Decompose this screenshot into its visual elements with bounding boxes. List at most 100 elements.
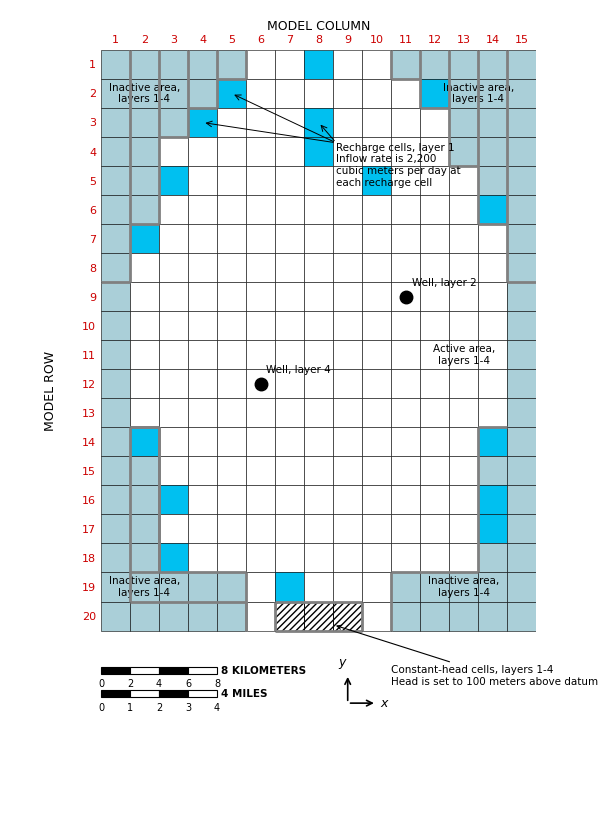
Bar <box>304 428 333 457</box>
Bar <box>101 79 130 108</box>
Bar <box>130 399 159 428</box>
Bar <box>188 137 217 166</box>
Bar <box>449 399 478 428</box>
Bar <box>362 50 392 79</box>
Bar <box>449 137 478 166</box>
Text: Inactive area,
layers 1-4: Inactive area, layers 1-4 <box>109 82 180 104</box>
Bar <box>188 224 217 253</box>
Bar <box>362 340 392 369</box>
Bar <box>275 602 304 631</box>
Bar <box>333 399 362 428</box>
Bar <box>362 137 392 166</box>
Bar <box>392 340 420 369</box>
Bar <box>362 79 392 108</box>
Bar <box>275 108 304 137</box>
Bar <box>188 666 217 674</box>
Bar <box>217 428 246 457</box>
Bar <box>420 166 449 195</box>
Bar <box>392 572 420 602</box>
Text: 6: 6 <box>185 679 191 690</box>
Bar <box>304 195 333 224</box>
Bar <box>130 514 159 543</box>
Bar <box>392 369 420 399</box>
Text: Inactive area,
layers 1-4: Inactive area, layers 1-4 <box>443 82 514 104</box>
Bar <box>246 340 275 369</box>
Bar <box>392 311 420 340</box>
Bar <box>217 485 246 514</box>
Bar <box>333 108 362 137</box>
Bar <box>159 690 188 697</box>
Bar <box>420 369 449 399</box>
Bar <box>275 369 304 399</box>
Bar <box>304 282 333 311</box>
Bar <box>449 166 478 195</box>
Bar <box>217 543 246 572</box>
Bar <box>159 253 188 282</box>
Bar <box>304 369 333 399</box>
Bar <box>333 253 362 282</box>
Bar <box>159 195 188 224</box>
Bar <box>101 602 130 631</box>
Bar <box>362 369 392 399</box>
Bar <box>507 195 537 224</box>
Bar <box>217 137 246 166</box>
Bar <box>478 253 507 282</box>
Bar <box>275 340 304 369</box>
Bar <box>130 224 159 253</box>
Bar <box>507 602 537 631</box>
Bar <box>507 369 537 399</box>
Bar <box>246 543 275 572</box>
Bar <box>246 369 275 399</box>
Bar <box>392 602 420 631</box>
Bar <box>101 137 130 166</box>
Bar <box>333 514 362 543</box>
Bar <box>101 50 130 79</box>
Bar <box>478 457 507 485</box>
Bar <box>449 572 478 602</box>
Bar <box>188 253 217 282</box>
Bar <box>130 282 159 311</box>
Bar <box>130 50 159 79</box>
Text: 3: 3 <box>185 702 191 712</box>
Text: $y$: $y$ <box>339 657 348 671</box>
Bar <box>130 195 159 224</box>
Bar <box>392 485 420 514</box>
Text: 0: 0 <box>98 702 104 712</box>
Bar <box>507 282 537 311</box>
Bar <box>478 572 507 602</box>
Bar <box>101 108 130 137</box>
Bar <box>101 282 130 311</box>
Bar <box>392 253 420 282</box>
Bar <box>333 195 362 224</box>
Bar <box>188 282 217 311</box>
Bar <box>478 369 507 399</box>
Bar <box>130 428 159 457</box>
Bar <box>101 311 130 340</box>
Bar <box>275 50 304 79</box>
Bar <box>188 514 217 543</box>
Bar <box>217 311 246 340</box>
Bar <box>449 428 478 457</box>
Bar <box>246 253 275 282</box>
Bar <box>304 166 333 195</box>
Bar <box>130 79 159 108</box>
Bar <box>275 428 304 457</box>
Bar <box>507 428 537 457</box>
Bar <box>188 572 217 602</box>
Bar <box>507 514 537 543</box>
Bar <box>304 457 333 485</box>
Text: 8 KILOMETERS: 8 KILOMETERS <box>222 666 307 676</box>
Bar <box>159 428 188 457</box>
Bar <box>275 166 304 195</box>
Bar <box>392 137 420 166</box>
Bar <box>478 399 507 428</box>
Text: Recharge cells, layer 1
Inflow rate is 2,200
cubic meters per day at
each rechar: Recharge cells, layer 1 Inflow rate is 2… <box>336 143 461 188</box>
Bar <box>217 224 246 253</box>
Bar <box>159 311 188 340</box>
Bar <box>362 224 392 253</box>
Bar <box>392 543 420 572</box>
Bar <box>188 428 217 457</box>
Bar <box>159 108 188 137</box>
Bar <box>507 79 537 108</box>
Bar <box>246 137 275 166</box>
